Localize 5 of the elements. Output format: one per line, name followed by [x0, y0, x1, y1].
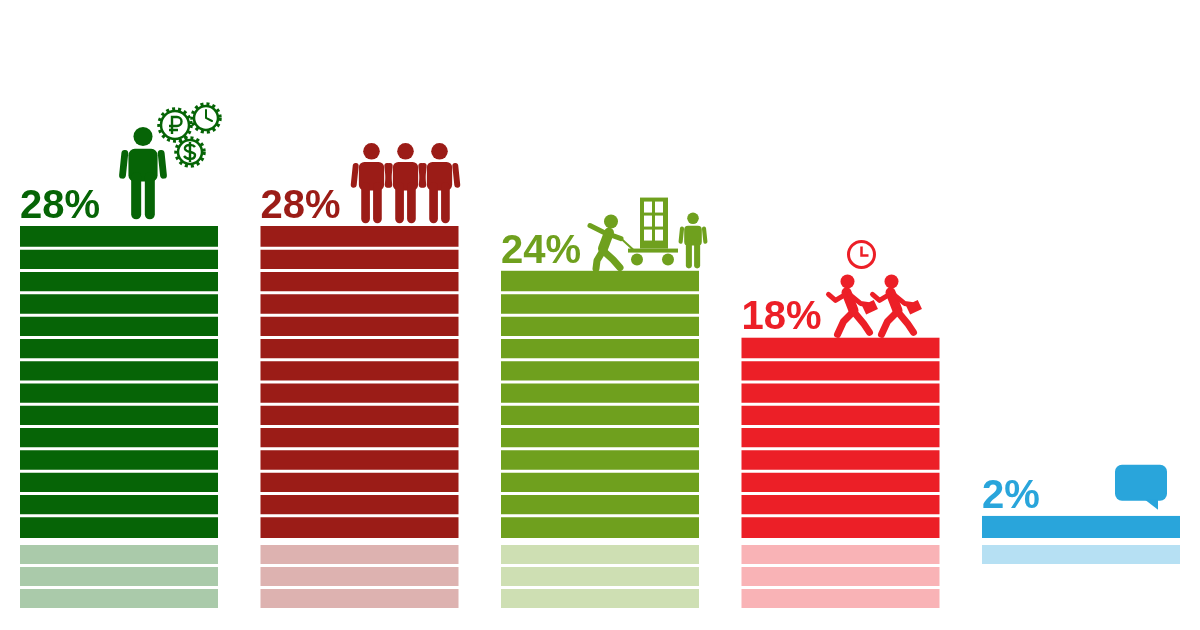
data-label: 18% — [741, 293, 822, 338]
data-label: 28% — [260, 182, 341, 226]
data-label: 2% — [982, 471, 1040, 516]
data-label: 24% — [501, 226, 582, 271]
data-label: 28% — [20, 182, 101, 226]
